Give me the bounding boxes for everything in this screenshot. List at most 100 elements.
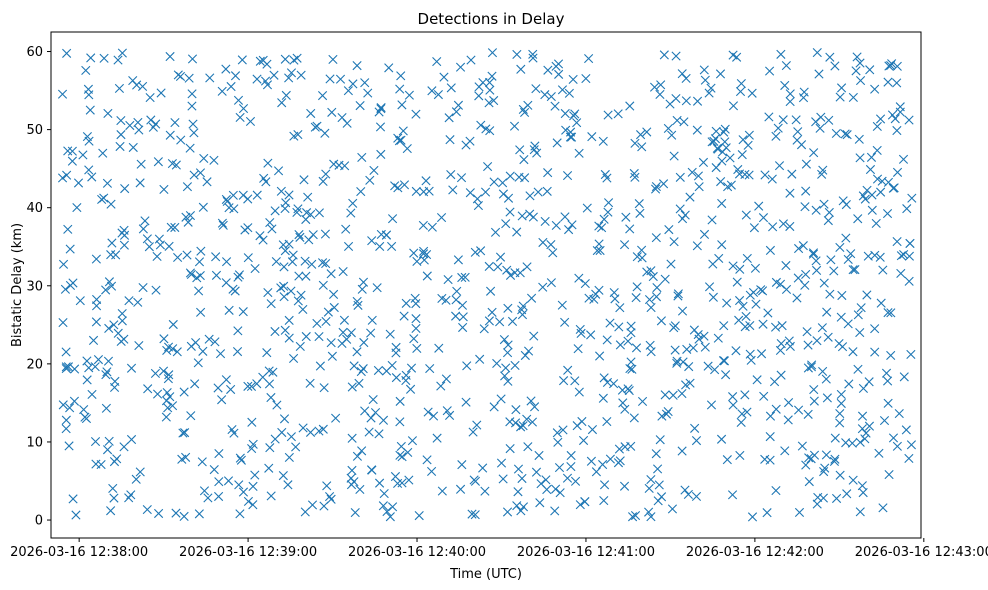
data-point [667,130,677,140]
data-point [904,276,914,286]
data-point [194,286,204,296]
data-point [498,178,508,188]
data-point [85,105,95,115]
data-point [780,80,790,91]
data-point [720,124,730,134]
data-point [803,340,813,350]
data-point [117,316,127,326]
data-point [864,377,874,387]
data-point [818,366,828,376]
data-point [876,298,886,308]
data-point [457,300,468,310]
data-point [819,278,829,288]
data-point [543,65,553,75]
data-point [404,90,414,100]
data-point [188,119,198,129]
data-point [190,379,200,389]
data-point [156,88,166,98]
data-point [870,324,880,334]
data-point [580,497,590,507]
data-point [835,242,845,253]
data-point [162,345,172,356]
data-point [209,155,219,165]
data-point [396,71,406,81]
data-point [442,406,452,416]
data-point [901,425,911,435]
data-point [808,249,818,259]
data-point [529,331,539,341]
data-point [552,428,562,438]
data-point [421,250,432,260]
data-point [540,90,550,100]
data-point [264,463,274,473]
data-point [58,400,68,410]
data-point [655,89,665,100]
data-point [379,488,389,499]
data-point [793,405,804,415]
data-point [725,153,735,163]
data-point [719,127,729,137]
data-point [731,346,741,356]
data-point [148,122,158,132]
data-point [668,390,678,400]
data-point [808,248,819,258]
data-point [164,370,174,380]
data-point [576,328,586,338]
data-point [273,166,284,176]
data-point [623,336,633,346]
data-point [853,310,863,320]
data-point [802,327,812,337]
data-point [785,341,795,351]
data-point [651,233,661,243]
data-point [646,266,656,276]
data-point [775,279,786,289]
data-point [369,165,379,175]
data-point [457,272,467,283]
data-point [301,331,311,342]
data-point [656,492,667,502]
data-point [864,421,875,431]
data-point [599,496,609,506]
data-point [286,286,296,296]
data-point [666,259,676,269]
data-point [284,190,294,200]
data-point [462,361,472,371]
data-point [328,289,339,299]
data-point [648,271,658,282]
data-point [406,363,417,373]
data-point [692,241,702,251]
data-point [214,477,224,487]
data-point [597,223,607,233]
data-point [398,126,408,136]
data-point [681,96,691,106]
data-point [526,293,537,303]
data-point [520,107,530,118]
data-point [211,270,222,280]
data-point [295,341,305,352]
data-point [879,415,890,426]
data-point [99,193,109,203]
data-point [75,296,85,306]
data-point [848,475,858,485]
data-point [358,364,368,374]
data-point [451,107,461,117]
data-point [243,381,253,391]
data-point [230,71,241,81]
data-point [615,340,625,350]
data-point [515,145,525,155]
data-point [501,219,511,229]
data-point [62,48,72,58]
data-point [270,206,280,216]
data-point [857,411,868,421]
data-point [630,510,641,521]
data-point [224,305,234,315]
data-point [194,509,204,519]
x-axis-label: Time (UTC) [449,567,522,582]
data-point [756,285,766,295]
data-point [560,108,570,119]
data-point [347,465,357,475]
data-point [842,489,852,499]
data-point [609,287,619,298]
data-point [474,91,484,101]
data-point [307,259,317,269]
